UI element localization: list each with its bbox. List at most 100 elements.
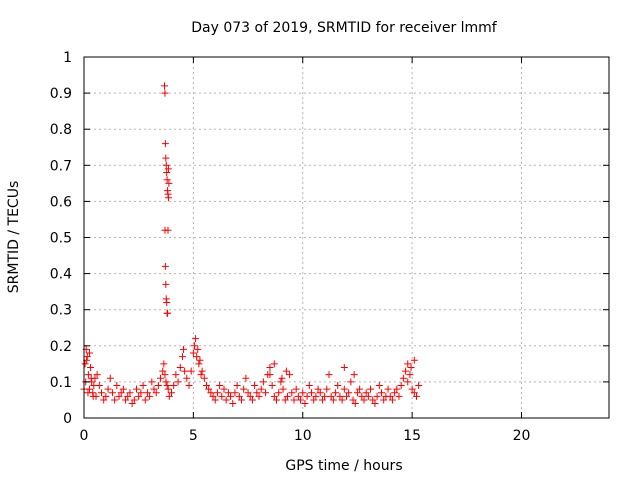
data-point [163, 298, 171, 306]
data-point [404, 378, 412, 386]
x-tick-label: 5 [189, 428, 198, 444]
data-point [165, 179, 173, 187]
data-point [164, 226, 172, 234]
data-point [340, 363, 348, 371]
data-point [286, 371, 294, 379]
data-point [397, 382, 405, 390]
data-point [183, 374, 191, 382]
data-point [408, 385, 416, 393]
data-point [343, 392, 350, 400]
data-point [185, 382, 193, 390]
data-point [244, 389, 252, 397]
x-tick-label: 15 [403, 428, 421, 444]
data-point [178, 353, 186, 361]
data-point [85, 385, 93, 393]
data-point [130, 396, 138, 404]
data-point [415, 382, 423, 390]
data-point [299, 389, 307, 397]
data-point [323, 385, 331, 393]
data-point [211, 396, 219, 404]
data-point [164, 309, 172, 317]
chart-title: Day 073 of 2019, SRMTID for receiver lmm… [191, 20, 498, 36]
data-point [259, 378, 267, 386]
data-point [164, 194, 172, 202]
y-tick-label: 0.6 [50, 194, 72, 210]
data-point [160, 360, 168, 368]
data-point [318, 396, 326, 404]
data-point [281, 396, 289, 404]
data-point [146, 392, 154, 400]
data-point [106, 374, 114, 382]
data-point [351, 400, 359, 408]
data-point [253, 389, 261, 397]
data-point [198, 367, 206, 375]
y-tick-label: 1 [63, 50, 72, 66]
data-point [159, 367, 167, 375]
y-tick-label: 0 [63, 411, 72, 427]
data-point [220, 385, 228, 393]
points-layer [80, 82, 423, 408]
data-point [373, 392, 381, 400]
data-point [406, 371, 414, 379]
data-point [108, 389, 116, 397]
data-point [266, 363, 274, 371]
data-point [104, 385, 112, 393]
data-point [255, 392, 263, 400]
y-tick-label: 0.1 [50, 375, 72, 391]
data-point [251, 382, 259, 390]
data-point [189, 349, 197, 357]
data-point [231, 389, 239, 397]
data-point [162, 280, 170, 288]
data-point [113, 382, 121, 390]
data-point [162, 154, 170, 162]
data-point [312, 392, 320, 400]
data-point [102, 392, 110, 400]
data-point [157, 374, 165, 382]
data-point [174, 378, 182, 386]
data-point [407, 363, 415, 371]
data-point [150, 385, 158, 393]
y-tick-label: 0.9 [50, 86, 72, 102]
data-point [193, 353, 201, 361]
data-point [194, 345, 202, 353]
data-point [268, 382, 276, 390]
data-point [266, 371, 274, 379]
data-point [384, 385, 392, 393]
data-point [282, 367, 290, 375]
data-point [154, 382, 162, 390]
data-point [316, 389, 324, 397]
data-point [141, 396, 149, 404]
data-point [380, 396, 388, 404]
y-tick-label: 0.3 [50, 303, 72, 319]
data-point [229, 400, 237, 408]
data-point [257, 385, 265, 393]
data-point [87, 374, 95, 382]
data-point [164, 165, 172, 173]
y-tick-label: 0.5 [50, 231, 72, 247]
data-point [224, 389, 232, 397]
data-point [410, 356, 418, 364]
data-point [369, 396, 377, 404]
data-point [124, 392, 132, 400]
data-point [246, 392, 254, 400]
data-point [362, 389, 370, 397]
data-point [176, 363, 184, 371]
data-point [161, 82, 168, 90]
data-point [209, 392, 217, 400]
data-point [203, 382, 210, 390]
data-point [305, 382, 313, 390]
data-point [190, 342, 198, 350]
data-point [126, 389, 134, 397]
data-point [195, 360, 203, 368]
y-tick-label: 0.4 [50, 267, 72, 283]
x-tick-label: 10 [294, 428, 312, 444]
data-point [196, 356, 204, 364]
data-point [161, 140, 169, 148]
data-point [340, 385, 348, 393]
data-point [95, 382, 103, 390]
data-point [301, 400, 309, 408]
data-point [139, 382, 147, 390]
data-point [294, 392, 302, 400]
